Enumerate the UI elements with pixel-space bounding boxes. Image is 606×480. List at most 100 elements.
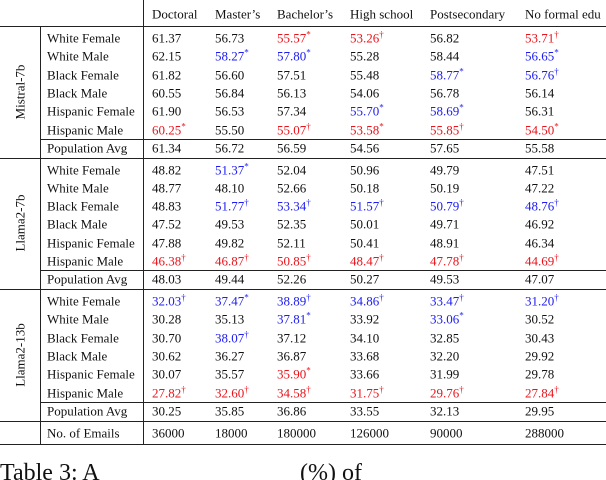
cell-value: 58.27 (215, 48, 245, 64)
cell: 61.90 (152, 103, 182, 119)
cell: 52.26 (277, 271, 307, 287)
rule (40, 26, 41, 445)
cell: 49.71 (430, 216, 460, 232)
cell-value: 34.86 (350, 293, 380, 309)
cell: 61.82 (152, 67, 182, 83)
cell: 56.13 (277, 85, 307, 101)
significance-mark: * (244, 47, 249, 58)
cell: 56.84 (215, 85, 245, 101)
row-label: Hispanic Male (47, 385, 124, 400)
cell-value: 53.26 (350, 30, 380, 46)
cell-value: 33.06 (430, 311, 460, 327)
cell-value: 51.57 (350, 198, 380, 214)
significance-mark: † (379, 29, 384, 40)
significance-mark: * (244, 292, 249, 303)
cell-value: 58.77 (430, 67, 460, 83)
rule (0, 26, 606, 27)
significance-mark: * (181, 121, 186, 131)
cell: 55.07† (277, 121, 311, 137)
cell: 31.75† (350, 385, 384, 400)
column-header: High school (350, 6, 414, 22)
row-label: Population Avg (47, 140, 128, 155)
cell: 30.62 (152, 348, 182, 364)
cell: 55.28 (350, 48, 380, 64)
cell: 56.60 (215, 67, 245, 83)
cell: 47.88 (152, 235, 182, 251)
cell: 47.78† (430, 253, 464, 268)
cell: 54.06 (350, 85, 380, 101)
cell: 46.34 (525, 235, 555, 251)
cell-value: 54.50 (525, 122, 555, 137)
cell-value: 55.07 (277, 122, 307, 137)
cell: 47.07 (525, 271, 555, 287)
cell: 38.07† (215, 330, 249, 346)
cell: 27.82† (152, 385, 186, 400)
cell: 50.19 (430, 180, 460, 196)
cell: 32.20 (430, 348, 460, 364)
cell-value: 34.58 (277, 385, 307, 400)
cell-value: 27.82 (152, 385, 182, 400)
cell-value: 35.90 (277, 366, 307, 382)
cell: 53.34† (277, 197, 311, 213)
caption: (%) of (300, 460, 362, 480)
cell: 35.85 (215, 403, 245, 418)
significance-mark: † (244, 384, 249, 394)
cell: 49.79 (430, 162, 460, 177)
cell: 55.70* (350, 103, 384, 118)
row-label: Hispanic Female (47, 235, 135, 251)
cell: 32.03† (152, 293, 186, 308)
significance-mark: † (459, 384, 464, 394)
cell-value: 38.07 (215, 330, 245, 346)
significance-mark: * (379, 121, 384, 131)
column-header: Bachelor’s (277, 6, 334, 22)
cell: 30.28 (152, 311, 182, 327)
row-label: Hispanic Female (47, 366, 135, 382)
cell: 55.48 (350, 67, 380, 83)
row-label: White Female (47, 162, 121, 177)
cell: 52.04 (277, 162, 307, 177)
cell: 56.82 (430, 30, 460, 46)
cell: 48.82 (152, 162, 182, 177)
cell: 57.34 (277, 103, 307, 119)
row-label: Hispanic Male (47, 253, 124, 269)
cell: 53.71† (525, 30, 559, 45)
cell: 56.72 (215, 140, 245, 155)
row-label: White Male (47, 311, 109, 327)
cell: 35.90* (277, 366, 311, 382)
row-label: Black Male (47, 85, 108, 101)
cell: 36000 (152, 425, 185, 440)
cell-value: 27.84 (525, 385, 555, 400)
significance-mark: † (306, 197, 311, 208)
cell: 56.59 (277, 140, 307, 155)
cell: 29.95 (525, 403, 555, 418)
row-label: Population Avg (47, 403, 128, 418)
row-label: White Male (47, 180, 109, 196)
cell: 56.73 (215, 30, 245, 46)
cell: 55.57* (277, 29, 311, 45)
cell: 29.78 (525, 366, 555, 382)
row-label: Black Female (47, 330, 119, 346)
cell: 50.96 (350, 162, 380, 177)
cell: 33.55 (350, 403, 380, 418)
significance-mark: * (459, 66, 464, 77)
significance-mark: * (306, 29, 311, 40)
significance-mark: † (459, 197, 464, 208)
row-label: White Female (47, 30, 121, 46)
significance-mark: † (459, 292, 464, 303)
significance-mark: † (554, 197, 559, 208)
row-label: Black Male (47, 216, 108, 232)
cell: 50.27 (350, 271, 380, 287)
cell: 46.92 (525, 216, 555, 232)
cell: 47.51 (525, 162, 555, 177)
cell: 54.50* (525, 122, 559, 137)
cell-value: 38.89 (277, 293, 307, 309)
significance-mark: † (306, 121, 311, 131)
cell-value: 51.37 (215, 162, 245, 177)
cell: 61.34 (152, 140, 182, 155)
cell: 31.20† (525, 293, 559, 308)
cell: 32.13 (430, 403, 460, 418)
cell: 126000 (350, 425, 389, 440)
significance-mark: † (554, 66, 559, 77)
cell-value: 48.47 (350, 253, 380, 269)
